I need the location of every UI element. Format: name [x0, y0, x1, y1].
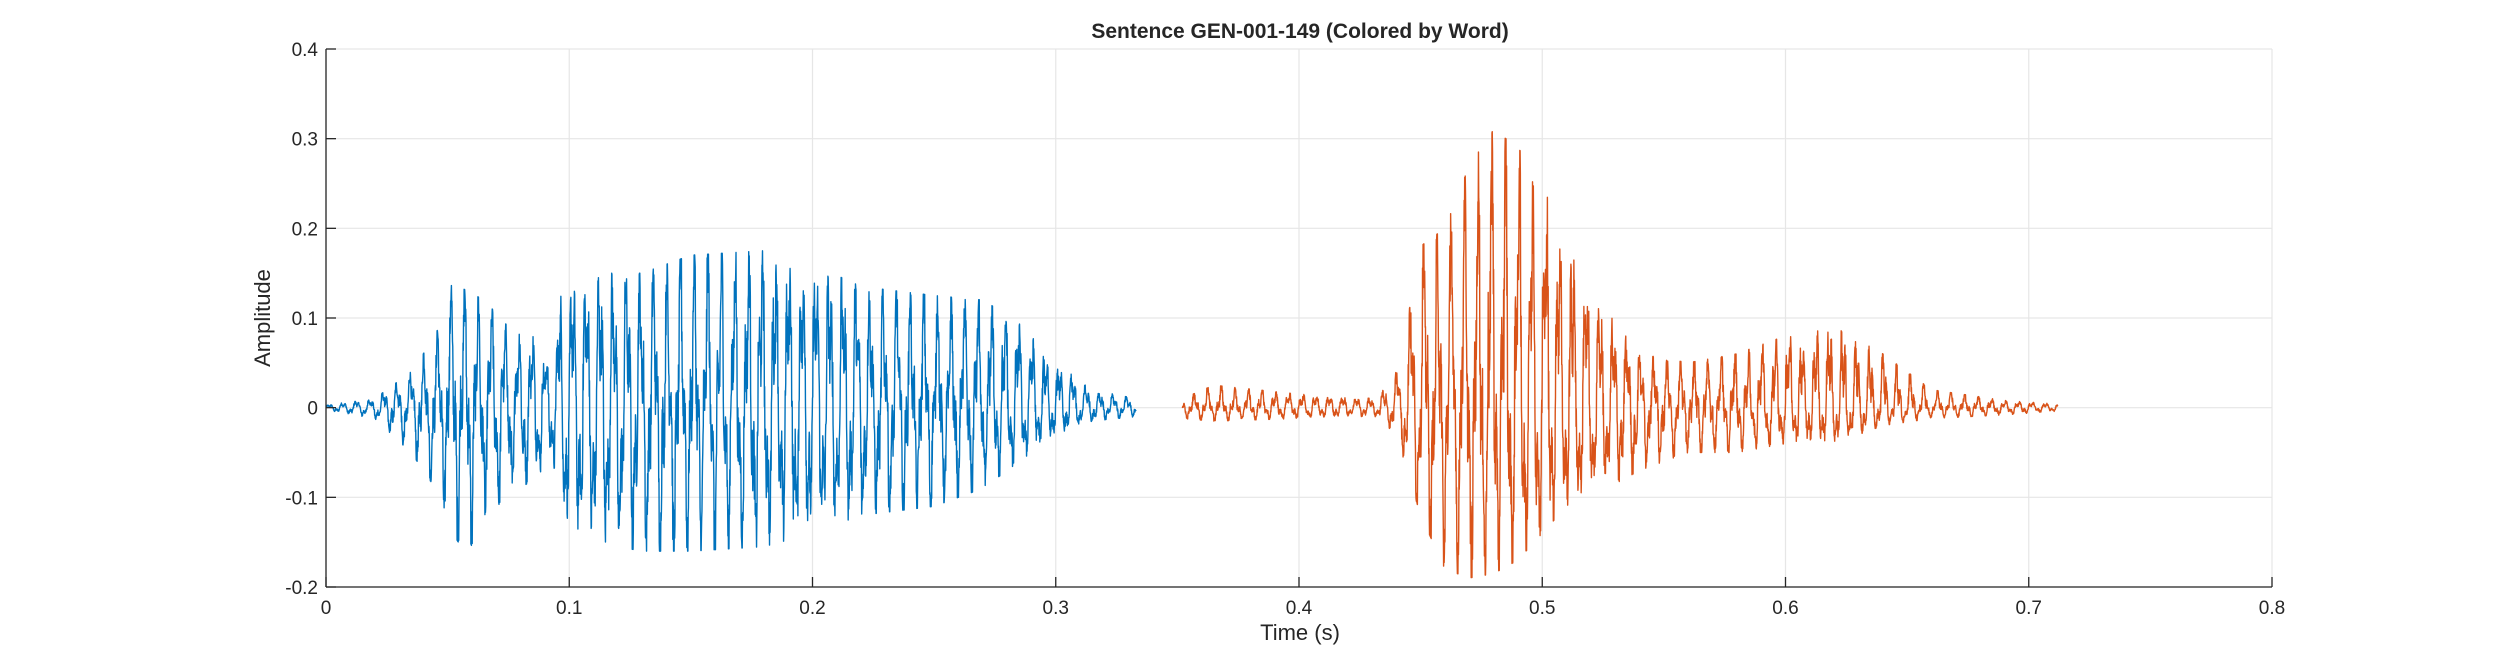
series-layer	[325, 130, 2059, 579]
tick-labels: 0 0.1 0.2 0.3 0.4 0.5 0.6 0.7 0.8 -0.2 -0.1 0 0.1 0.2…	[285, 40, 2285, 619]
x-tick-label: 0.1	[556, 598, 582, 619]
x-tick-label: 0.4	[1286, 598, 1313, 619]
x-tick-label: 0.8	[2259, 598, 2285, 619]
chart-title: Sentence GEN-001-149 (Colored by Word)	[1091, 20, 1508, 43]
y-tick-label: 0.2	[292, 219, 318, 240]
x-tick-label: 0.7	[2016, 598, 2042, 619]
x-axis-label: Time (s)	[1260, 620, 1340, 645]
y-tick-label: -0.1	[285, 488, 318, 509]
y-tick-label: -0.2	[285, 578, 318, 599]
y-tick-label: 0.4	[292, 40, 319, 61]
waveform-series-1	[325, 250, 1137, 552]
x-tick-label: 0.5	[1529, 598, 1555, 619]
x-tick-label: 0.2	[799, 598, 825, 619]
y-tick-label: 0.1	[292, 309, 318, 330]
y-axis-label: Amplitude	[250, 269, 275, 367]
x-tick-label: 0.3	[1043, 598, 1069, 619]
x-tick-label: 0	[321, 598, 332, 619]
y-tick-label: 0	[307, 399, 318, 420]
waveform-series-2	[1181, 130, 2059, 579]
axes	[325, 48, 2273, 588]
y-tick-label: 0.3	[292, 130, 318, 151]
x-tick-label: 0.6	[1772, 598, 1798, 619]
